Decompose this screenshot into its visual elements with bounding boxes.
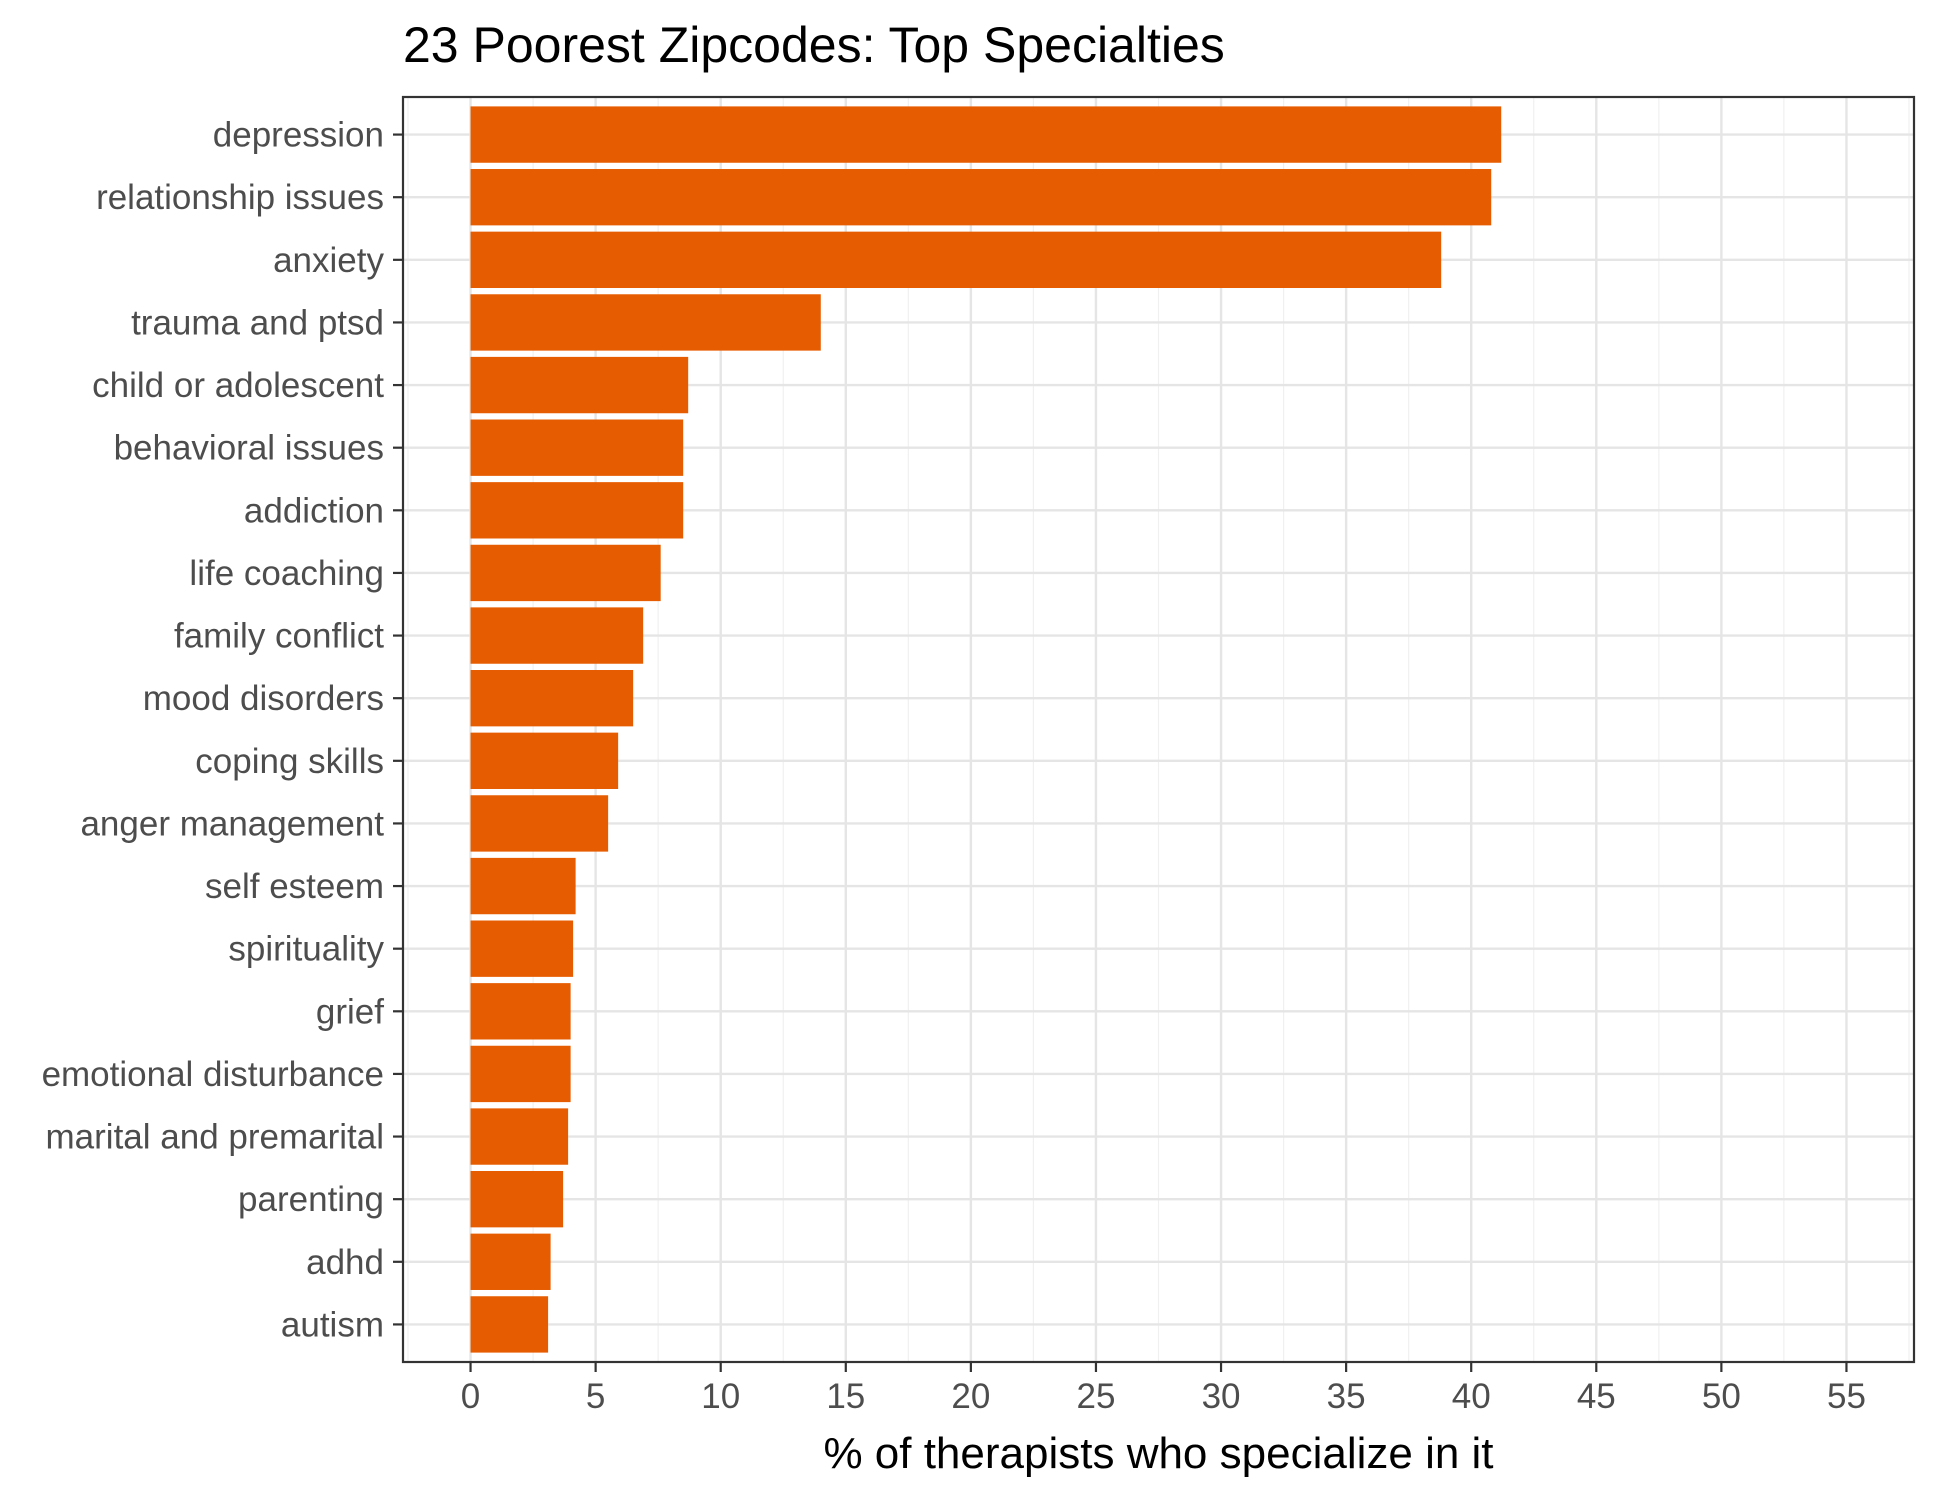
bar <box>470 231 1442 289</box>
x-tick-label: 5 <box>586 1377 605 1416</box>
bar <box>470 1233 551 1290</box>
y-tick-label: anxiety <box>273 241 384 280</box>
x-tick-label: 0 <box>461 1377 480 1416</box>
x-tick-label: 25 <box>1076 1377 1115 1416</box>
bar <box>470 419 684 476</box>
y-tick-label: coping skills <box>195 742 384 781</box>
bar <box>470 1296 549 1353</box>
x-axis-title: % of therapists who specialize in it <box>823 1429 1493 1478</box>
y-tick-label: self esteem <box>205 867 384 906</box>
y-tick-label: addiction <box>244 491 384 530</box>
y-tick-label: grief <box>316 992 384 1031</box>
bar <box>470 670 634 727</box>
y-tick-label: spirituality <box>228 930 384 969</box>
x-tick-label: 30 <box>1202 1377 1241 1416</box>
y-tick-label: emotional disturbance <box>42 1055 384 1094</box>
x-tick-label: 45 <box>1577 1377 1616 1416</box>
bar <box>470 1170 564 1228</box>
x-axis: 0 5 10 15 20 25 30 35 40 45 50 55 <box>461 1362 1866 1416</box>
y-tick-label: mood disorders <box>143 679 384 718</box>
y-tick-label: depression <box>213 116 384 155</box>
y-tick-label: relationship issues <box>96 178 384 217</box>
y-tick-label: adhd <box>306 1243 384 1282</box>
x-tick-label: 10 <box>701 1377 740 1416</box>
bar <box>470 795 609 852</box>
y-tick-label: anger management <box>80 804 384 843</box>
y-tick-label: trauma and ptsd <box>131 303 384 342</box>
y-axis: depression relationship issues anxiety trau… <box>42 116 403 1344</box>
bar <box>470 294 821 351</box>
x-tick-label: 50 <box>1702 1377 1741 1416</box>
bars <box>470 106 1502 1353</box>
y-tick-label: autism <box>281 1305 384 1344</box>
bar <box>470 857 576 915</box>
panel-border <box>401 95 1916 1364</box>
bar <box>470 106 1502 163</box>
x-tick-label: 15 <box>826 1377 865 1416</box>
y-tick-label: marital and premarital <box>46 1118 384 1157</box>
bar <box>470 544 661 602</box>
bar <box>470 732 619 789</box>
y-tick-label: parenting <box>238 1180 384 1219</box>
y-tick-label: family conflict <box>174 617 384 656</box>
bar <box>470 482 684 539</box>
y-tick-label: child or adolescent <box>92 366 384 405</box>
bar <box>470 920 574 977</box>
x-tick-label: 35 <box>1327 1377 1366 1416</box>
y-tick-label: behavioral issues <box>114 429 384 468</box>
bar <box>470 356 689 414</box>
bar <box>470 983 571 1040</box>
chart-title: 23 Poorest Zipcodes: Top Specialties <box>403 17 1225 73</box>
bar <box>470 1108 569 1165</box>
bar <box>470 607 644 664</box>
bar <box>470 169 1492 226</box>
x-tick-label: 20 <box>951 1377 990 1416</box>
bar <box>470 1045 571 1103</box>
x-tick-label: 55 <box>1827 1377 1866 1416</box>
x-tick-label: 40 <box>1452 1377 1491 1416</box>
y-tick-label: life coaching <box>189 554 384 593</box>
